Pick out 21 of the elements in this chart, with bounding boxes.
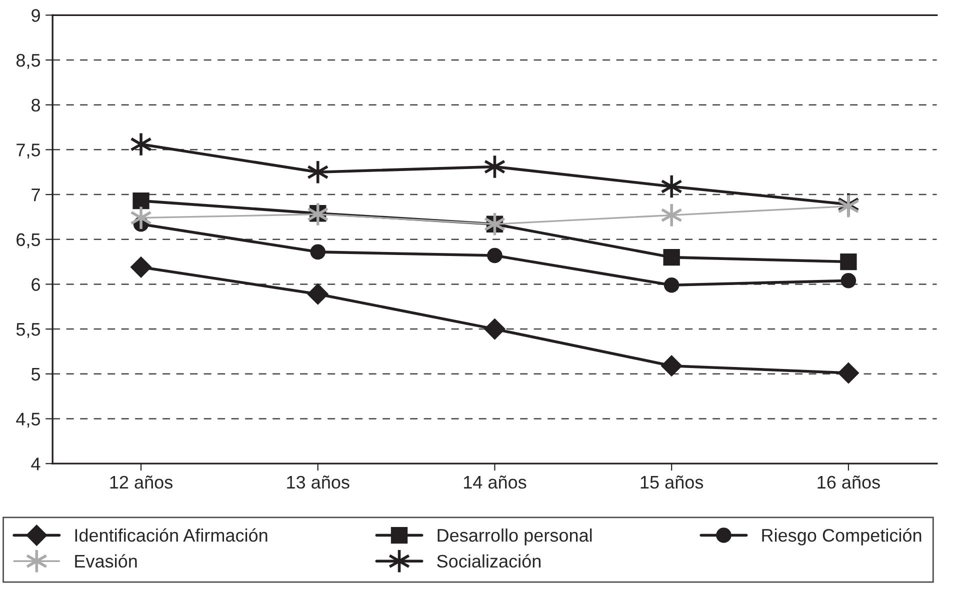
x-tick-label: 13 años bbox=[287, 476, 350, 489]
y-tick-label: 5 bbox=[31, 368, 40, 381]
y-tick-label: 6,5 bbox=[16, 233, 40, 248]
y-tick-label: 7,5 bbox=[16, 144, 40, 159]
legend-label: Evasión bbox=[75, 554, 137, 568]
x-tick-label: 15 años bbox=[640, 476, 704, 489]
y-tick-label: 8 bbox=[32, 98, 40, 112]
x-tick-label: 14 años bbox=[464, 476, 526, 489]
legend-label: Identificación Afirmación bbox=[75, 528, 268, 542]
x-tick-label: 16 años bbox=[818, 476, 880, 489]
y-tick-label: 9 bbox=[32, 9, 40, 22]
y-tick-label: 7 bbox=[32, 188, 40, 202]
y-tick-label: 6 bbox=[32, 278, 40, 291]
y-tick-label: 8,5 bbox=[16, 54, 40, 69]
legend-label: Socialización bbox=[437, 554, 540, 568]
y-tick-label: 4,5 bbox=[16, 412, 40, 428]
y-tick-label: 5,5 bbox=[16, 323, 40, 338]
y-tick-label: 4 bbox=[31, 458, 40, 470]
x-tick-label: 12 años bbox=[110, 476, 172, 489]
legend-label: Riesgo Competición bbox=[762, 528, 922, 546]
legend-label: Desarrollo personal bbox=[438, 528, 592, 546]
